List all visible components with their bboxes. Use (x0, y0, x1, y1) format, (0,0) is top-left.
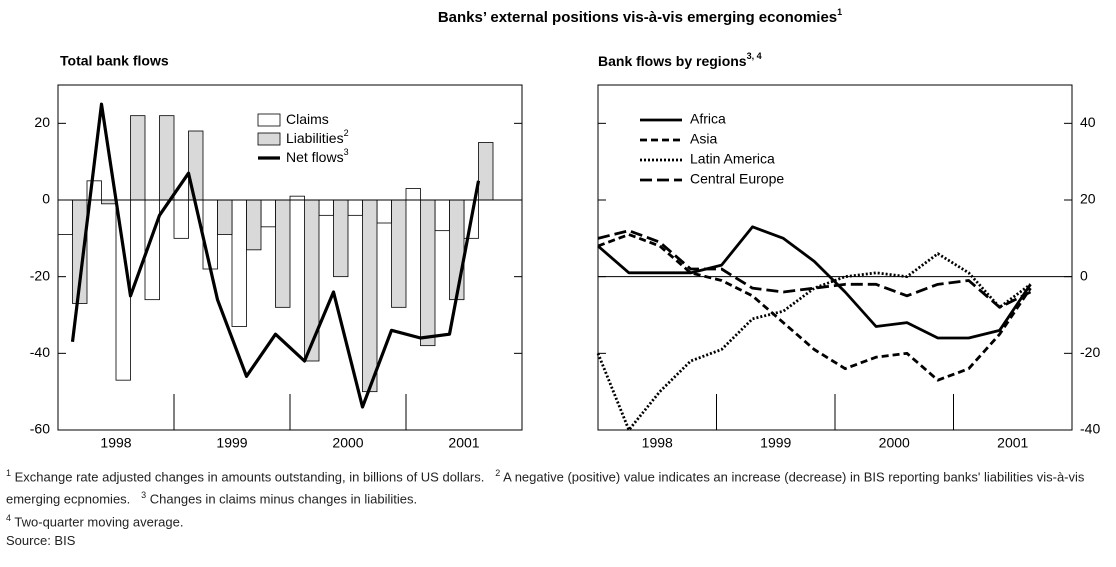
y-tick-label: 0 (42, 191, 50, 207)
note-sup: 1 (6, 468, 12, 478)
bar (478, 142, 494, 201)
plot-frame (597, 84, 1073, 431)
note-text: Exchange rate adjusted changes in amount… (14, 469, 485, 485)
bar (260, 199, 276, 228)
note-sup: 2 (495, 468, 501, 478)
bar (449, 199, 465, 301)
title-text: Banks’ external positions vis-à-vis emer… (438, 9, 837, 26)
footnote-line: 4 Two-quarter moving average. (6, 509, 1111, 531)
bar (318, 199, 334, 216)
bar (159, 115, 175, 201)
y-tick-label: -20 (30, 267, 50, 283)
bar (405, 188, 421, 201)
bar (202, 199, 218, 270)
legend-label: Africa (690, 111, 726, 127)
series-line (596, 252, 1032, 432)
footnote-block: 1 Exchange rate adjusted changes in amou… (6, 464, 1111, 509)
charts: Banks’ external positions vis-à-vis emer… (30, 7, 1101, 451)
x-tick-label: 1999 (216, 435, 247, 451)
bar (289, 195, 305, 201)
bar (231, 199, 247, 327)
note-sup: 3 (141, 490, 147, 501)
bar (420, 199, 436, 347)
panel-title-text: Bank flows by regions (598, 53, 747, 69)
panel-title: Total bank flows (60, 53, 169, 69)
bar (246, 199, 262, 251)
note-sup: 4 (6, 512, 12, 523)
panel-title-sup: 3, 4 (747, 51, 762, 61)
note-text: Two-quarter moving average. (14, 513, 184, 529)
legend-label: Net flows3 (286, 147, 349, 164)
x-tick-label: 2000 (332, 435, 363, 451)
x-tick-label: 1998 (642, 435, 673, 451)
bar (130, 115, 146, 201)
bar (101, 199, 117, 205)
legend-label: Latin America (690, 151, 775, 167)
bar (362, 199, 378, 393)
y-tick-label: -40 (30, 344, 50, 360)
y-tick-label: 20 (34, 114, 50, 130)
note-text: A negative (positive) value indicates an… (6, 469, 1085, 507)
x-tick-label: 1999 (760, 435, 791, 451)
legend-label: Liabilities2 (286, 128, 349, 145)
y-tick-label: 0 (1080, 267, 1088, 283)
title-sup: 1 (837, 7, 842, 17)
legend-swatch (257, 132, 281, 146)
bar (391, 199, 407, 308)
bar (57, 199, 73, 235)
bar (217, 199, 233, 235)
net-line (70, 102, 481, 409)
y-tick-label: 20 (1080, 191, 1096, 207)
bar (275, 199, 291, 308)
legend-name: Liabilities (286, 130, 344, 146)
legend-sup: 2 (344, 128, 349, 138)
x-tick-label: 2001 (997, 435, 1028, 451)
plot-frame (57, 84, 523, 431)
legend-name: Claims (286, 111, 329, 127)
x-tick-label: 2001 (448, 435, 479, 451)
series-line (597, 225, 1032, 340)
bar (347, 199, 363, 216)
bar (376, 199, 392, 224)
series-line (597, 229, 1032, 309)
legend-label: Central Europe (690, 171, 784, 187)
x-tick-label: 1998 (100, 435, 131, 451)
bar (434, 199, 450, 232)
x-tick-label: 2000 (879, 435, 910, 451)
legend-name: Net flows (286, 149, 344, 165)
bar (173, 199, 189, 239)
y-tick-label: 40 (1080, 114, 1096, 130)
footnotes: 1 Exchange rate adjusted changes in amou… (6, 464, 1111, 550)
legend-sup: 3 (344, 147, 349, 157)
y-tick-label: -20 (1080, 344, 1100, 360)
y-tick-label: -60 (30, 421, 50, 437)
legend-label: Claims (286, 111, 329, 127)
bar (304, 199, 320, 362)
bar (333, 199, 349, 278)
y-tick-label: -40 (1080, 421, 1100, 437)
chart-title: Banks’ external positions vis-à-vis emer… (438, 7, 842, 26)
note-text: Changes in claims minus changes in liabi… (149, 491, 418, 507)
legend-label: Asia (690, 131, 717, 147)
panel-title: Bank flows by regions3, 4 (598, 51, 762, 68)
legend-swatch (257, 113, 281, 127)
series-line (597, 233, 1032, 382)
source: Source: BIS (6, 532, 76, 548)
